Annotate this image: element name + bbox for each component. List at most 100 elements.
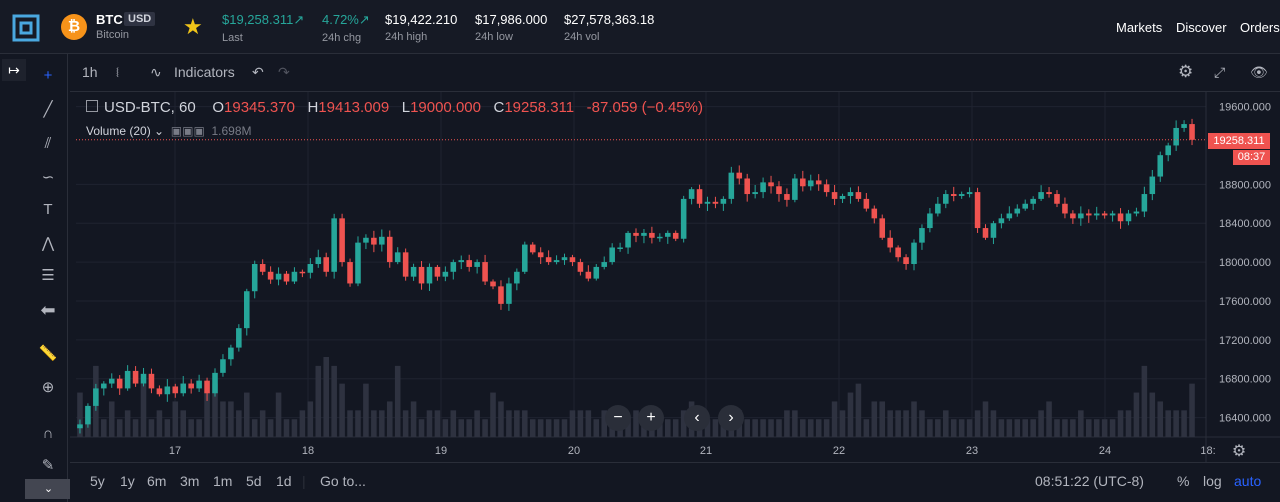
range-1y[interactable]: 1y <box>120 473 135 489</box>
volume-bar <box>1141 365 1148 437</box>
range-1d[interactable]: 1d <box>276 473 292 489</box>
indicators-icon[interactable]: ∿ <box>150 64 162 80</box>
candle-body <box>164 386 171 395</box>
scroll-right-button[interactable]: › <box>718 405 744 431</box>
candle-body <box>458 260 465 263</box>
collapse-legend-icon[interactable] <box>86 100 98 113</box>
percent-toggle[interactable]: % <box>1177 473 1190 489</box>
candle-body <box>966 192 973 195</box>
candle-body <box>649 232 655 238</box>
price-chart[interactable]: 19600.000 18800.000 18400.000 18000.000 1760… <box>70 92 1280 462</box>
volume-bar <box>1070 419 1076 437</box>
exchange-logo-icon[interactable] <box>12 14 40 42</box>
nav-discover[interactable]: Discover <box>1176 20 1227 35</box>
scroll-left-button[interactable]: ‹ <box>684 405 710 431</box>
candle-body <box>156 388 163 395</box>
volume-bar <box>966 419 973 437</box>
clock-timezone[interactable]: 08:51:22 (UTC-8) <box>1035 473 1144 489</box>
chart-toolbar: 1h ⧙ ∿ Indicators ↶ ↷ ⚙ ⤢ 👁 <box>70 54 1280 92</box>
candle-body <box>1101 213 1108 216</box>
ruler-icon[interactable]: 📏 <box>38 345 58 362</box>
volume-bar <box>847 392 854 437</box>
log-toggle[interactable]: log <box>1203 473 1222 489</box>
text-tool-icon[interactable]: T <box>43 201 53 218</box>
candle-body <box>1014 208 1021 214</box>
stat-change-label: 24h chg <box>322 32 362 44</box>
volume-bar <box>108 401 115 437</box>
symbol-label[interactable]: BTC <box>96 12 123 27</box>
range-1m[interactable]: 1m <box>213 473 233 489</box>
volume-bar <box>148 419 155 437</box>
ohlc-legend: USD-BTC, 60 O19345.370 H19413.009 L19000… <box>86 99 703 116</box>
undo-icon[interactable]: ↶ <box>252 64 264 80</box>
candle-body <box>402 252 409 277</box>
volume-bar <box>935 419 941 437</box>
eye-icon[interactable]: 👁 <box>1250 64 1268 80</box>
volume-bar <box>140 383 147 437</box>
arrow-left-icon[interactable]: ⬅ <box>40 300 56 320</box>
volume-bar <box>1173 410 1179 437</box>
volume-bar <box>1125 410 1132 437</box>
expand-sidebar-icon[interactable]: ↦ <box>2 59 26 81</box>
candle-body <box>1093 213 1100 216</box>
volume-bar <box>164 419 171 437</box>
volume-bar <box>990 410 997 437</box>
channel-icon[interactable]: ⫽ <box>44 135 52 152</box>
zoom-out-button[interactable]: − <box>605 405 631 431</box>
candle-body <box>204 380 210 394</box>
y-tick-label: 18800.000 <box>1219 179 1271 191</box>
settings-gear-icon[interactable]: ⚙ <box>1178 62 1194 81</box>
interval-button[interactable]: 1h <box>82 64 98 80</box>
candle-body <box>442 271 449 277</box>
volume-bar <box>943 410 949 437</box>
bar-countdown: 08:37 <box>1233 150 1270 165</box>
zoom-icon[interactable]: ⊕ <box>41 379 55 396</box>
candle-type-icon[interactable]: ⧙ <box>116 64 119 80</box>
zoom-in-button[interactable]: + <box>638 405 664 431</box>
nav-markets[interactable]: Markets <box>1116 20 1163 35</box>
volume-bar <box>1133 392 1140 437</box>
range-6m[interactable]: 6m <box>147 473 167 489</box>
lock-draw-icon[interactable]: ✎ <box>41 457 55 474</box>
candle-body <box>815 180 822 185</box>
range-5d[interactable]: 5d <box>246 473 262 489</box>
candle-body <box>347 262 353 284</box>
volume-bar <box>784 410 790 437</box>
redo-icon[interactable]: ↷ <box>278 64 290 80</box>
pattern-icon[interactable]: ⋀ <box>41 235 55 252</box>
volume-bar <box>124 410 131 437</box>
volume-bar <box>172 401 179 437</box>
volume-bar <box>585 410 592 437</box>
volume-bar <box>331 365 337 437</box>
goto-button[interactable]: Go to... <box>320 473 366 489</box>
volume-bar <box>601 410 608 437</box>
indicators-button[interactable]: Indicators <box>174 64 235 80</box>
candle-body <box>680 198 687 239</box>
fib-icon[interactable]: ☰ <box>41 267 55 284</box>
auto-toggle[interactable]: auto <box>1234 473 1262 489</box>
candle-body <box>561 257 568 261</box>
candle-body <box>434 266 441 277</box>
volume-controls-icon[interactable]: ▣▣▣ <box>170 124 205 138</box>
candle-body <box>124 370 131 389</box>
close-value: 19258.311 <box>504 99 575 116</box>
favorite-star-icon[interactable]: ★ <box>183 14 203 39</box>
magnet-icon[interactable]: ∩ <box>42 425 54 442</box>
chevron-down-icon[interactable]: ⌄ <box>154 124 165 138</box>
fullscreen-icon[interactable]: ⤢ <box>1214 64 1226 80</box>
chevron-down-icon[interactable]: ⌄ <box>25 479 72 499</box>
trendline-icon[interactable]: ╱ <box>43 101 53 118</box>
volume-bar <box>950 419 957 437</box>
volume-bar <box>982 401 989 437</box>
volume-label[interactable]: Volume (20) <box>86 124 151 138</box>
volume-bar <box>498 401 504 437</box>
candle-body <box>506 283 512 304</box>
crosshair-icon[interactable]: + <box>43 67 53 84</box>
range-5y[interactable]: 5y <box>90 473 105 489</box>
brush-icon[interactable]: ∽ <box>41 169 55 186</box>
nav-orders[interactable]: Orders <box>1240 20 1280 35</box>
volume-bar <box>220 401 226 437</box>
volume-bar <box>1030 419 1036 437</box>
range-3m[interactable]: 3m <box>180 473 200 489</box>
candle-body <box>1165 145 1171 156</box>
